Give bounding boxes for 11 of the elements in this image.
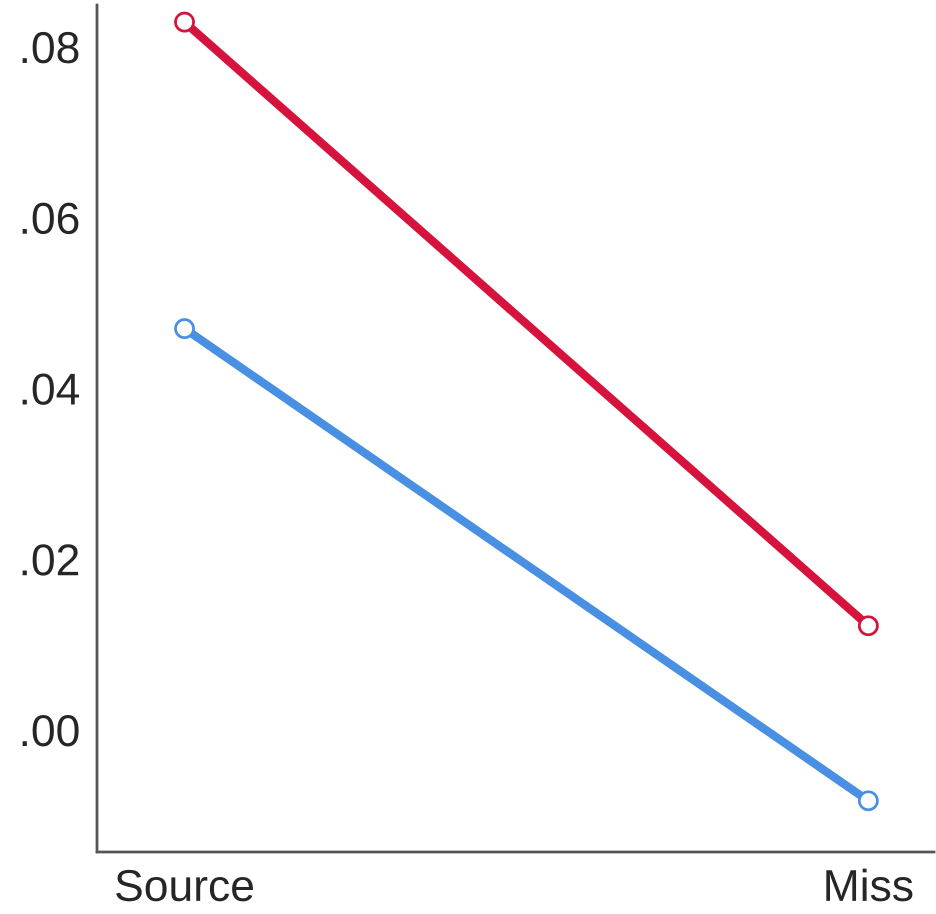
y-tick-label: .00 [22, 714, 79, 746]
y-tick-label: .04 [22, 373, 80, 405]
point [174, 318, 195, 340]
x-tick-label: Source [116, 870, 253, 902]
x-tick-label: Miss [826, 868, 912, 902]
y-tick-label: .06 [22, 202, 78, 234]
point [174, 12, 195, 32]
y-tick-label: .02 [22, 544, 78, 576]
point [858, 790, 879, 812]
y-tick-label: .08 [22, 32, 78, 64]
point [858, 615, 879, 636]
